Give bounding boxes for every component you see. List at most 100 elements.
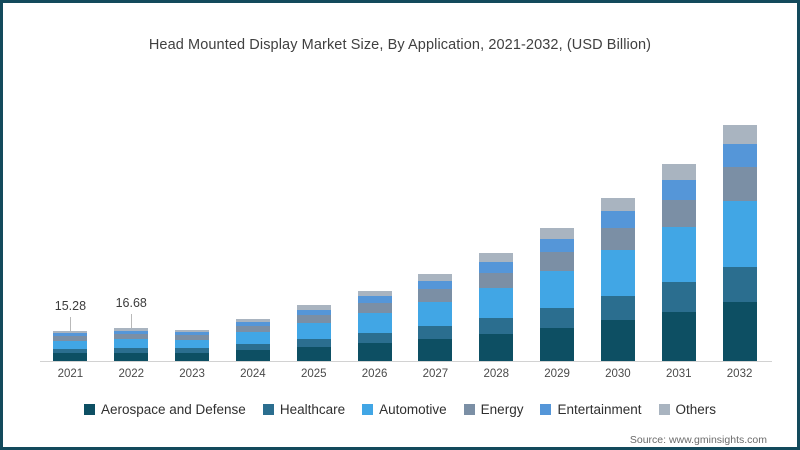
bar-segment-aerospace-and-defense[interactable] [114, 352, 149, 361]
bar-segment-entertainment[interactable] [296, 309, 331, 316]
bar-segment-others[interactable] [722, 125, 757, 144]
stacked-bar[interactable] [296, 305, 331, 361]
bar-segment-healthcare[interactable] [175, 348, 210, 354]
bar-segment-entertainment[interactable] [114, 330, 149, 335]
bar-segment-others[interactable] [418, 273, 453, 281]
bar-segment-aerospace-and-defense[interactable] [722, 302, 757, 361]
bar-segment-automotive[interactable] [418, 301, 453, 327]
bar-segment-aerospace-and-defense[interactable] [175, 353, 210, 361]
bar-segment-energy[interactable] [600, 227, 635, 251]
bar-segment-others[interactable] [175, 329, 210, 333]
bar-segment-entertainment[interactable] [357, 296, 392, 304]
bar-segment-others[interactable] [53, 330, 88, 334]
bar-segment-aerospace-and-defense[interactable] [235, 350, 270, 361]
bar-segment-healthcare[interactable] [296, 338, 331, 348]
bar-segment-healthcare[interactable] [114, 347, 149, 353]
bar-segment-energy[interactable] [540, 252, 575, 271]
bar-segment-healthcare[interactable] [235, 344, 270, 351]
legend-item-healthcare[interactable]: Healthcare [262, 402, 346, 417]
stacked-bar[interactable] [540, 228, 575, 361]
x-tick-2022: 2022 [118, 368, 145, 380]
bar-segment-others[interactable] [600, 198, 635, 212]
bar-segment-automotive[interactable] [175, 339, 210, 349]
bar-segment-healthcare[interactable] [479, 317, 514, 335]
bar-segment-automotive[interactable] [114, 338, 149, 348]
bar-segment-automotive[interactable] [722, 200, 757, 267]
bar-segment-automotive[interactable] [357, 313, 392, 333]
bar-segment-automotive[interactable] [661, 227, 696, 283]
bar-segment-others[interactable] [296, 305, 331, 310]
bar-segment-healthcare[interactable] [540, 307, 575, 328]
bar-segment-healthcare[interactable] [418, 326, 453, 340]
bar-segment-aerospace-and-defense[interactable] [53, 353, 88, 361]
bar-segment-others[interactable] [357, 290, 392, 297]
bar-segment-energy[interactable] [53, 336, 88, 341]
stacked-bar[interactable] [175, 329, 210, 361]
bar-segment-entertainment[interactable] [540, 238, 575, 253]
legend-item-others[interactable]: Others [658, 402, 716, 417]
bar-segment-aerospace-and-defense[interactable] [661, 311, 696, 361]
bar-segment-energy[interactable] [175, 335, 210, 340]
bar-segment-automotive[interactable] [600, 250, 635, 296]
bar-segment-entertainment[interactable] [53, 333, 88, 337]
bar-segment-others[interactable] [540, 228, 575, 239]
bar-segment-others[interactable] [114, 328, 149, 331]
bar-segment-entertainment[interactable] [600, 211, 635, 228]
bar-segment-aerospace-and-defense[interactable] [418, 339, 453, 361]
bar-segment-automotive[interactable] [235, 332, 270, 345]
bar-segment-entertainment[interactable] [661, 180, 696, 200]
bar-segment-healthcare[interactable] [357, 332, 392, 344]
bar-segment-automotive[interactable] [296, 323, 331, 339]
bar-segment-aerospace-and-defense[interactable] [540, 327, 575, 361]
legend-label: Healthcare [279, 402, 346, 417]
bar-segment-others[interactable] [479, 253, 514, 262]
legend-item-aerospace-and-defense[interactable]: Aerospace and Defense [83, 402, 246, 417]
bar-segment-entertainment[interactable] [418, 280, 453, 290]
bar-segment-entertainment[interactable] [235, 322, 270, 327]
bar-segment-aerospace-and-defense[interactable] [296, 347, 331, 361]
bar-segment-energy[interactable] [296, 315, 331, 324]
stacked-bar[interactable] [600, 198, 635, 361]
x-axis-line [40, 361, 772, 362]
bar-segment-energy[interactable] [357, 303, 392, 314]
x-tick-2028: 2028 [483, 368, 510, 380]
legend-label: Aerospace and Defense [100, 402, 246, 417]
bar-segment-automotive[interactable] [540, 270, 575, 308]
bar-group [223, 106, 284, 361]
legend-item-energy[interactable]: Energy [463, 402, 523, 417]
value-leader-line [70, 316, 72, 331]
stacked-bar[interactable] [418, 273, 453, 361]
x-tick-2032: 2032 [726, 368, 753, 380]
legend-item-entertainment[interactable]: Entertainment [540, 402, 642, 417]
bar-segment-energy[interactable] [235, 326, 270, 333]
bar-segment-energy[interactable] [661, 199, 696, 228]
bar-segment-energy[interactable] [722, 167, 757, 201]
bar-segment-aerospace-and-defense[interactable] [479, 334, 514, 361]
bar-segment-others[interactable] [661, 164, 696, 181]
stacked-bar[interactable] [235, 318, 270, 361]
bar-segment-healthcare[interactable] [661, 282, 696, 312]
bar-segment-energy[interactable] [418, 289, 453, 302]
bar-segment-aerospace-and-defense[interactable] [600, 320, 635, 361]
bar-segment-energy[interactable] [479, 272, 514, 288]
bar-segment-entertainment[interactable] [479, 261, 514, 273]
bar-segment-entertainment[interactable] [722, 143, 757, 168]
bar-segment-healthcare[interactable] [722, 266, 757, 302]
bar-segment-healthcare[interactable] [600, 295, 635, 321]
bar-segment-healthcare[interactable] [53, 348, 88, 354]
stacked-bar[interactable] [722, 125, 757, 361]
bar-segment-entertainment[interactable] [175, 332, 210, 336]
stacked-bar[interactable] [357, 290, 392, 361]
stacked-bar[interactable] [114, 328, 149, 361]
bar-segment-others[interactable] [235, 318, 270, 323]
bar-segment-energy[interactable] [114, 334, 149, 339]
bar-segment-automotive[interactable] [53, 340, 88, 349]
stacked-bar[interactable] [479, 253, 514, 361]
bar-segment-automotive[interactable] [479, 287, 514, 318]
bar-segment-aerospace-and-defense[interactable] [357, 343, 392, 361]
stacked-bar[interactable] [53, 330, 88, 361]
bar-group [405, 106, 466, 361]
legend-item-automotive[interactable]: Automotive [362, 402, 447, 417]
stacked-bar[interactable] [661, 164, 696, 361]
bar-value-label: 16.68 [115, 296, 147, 311]
